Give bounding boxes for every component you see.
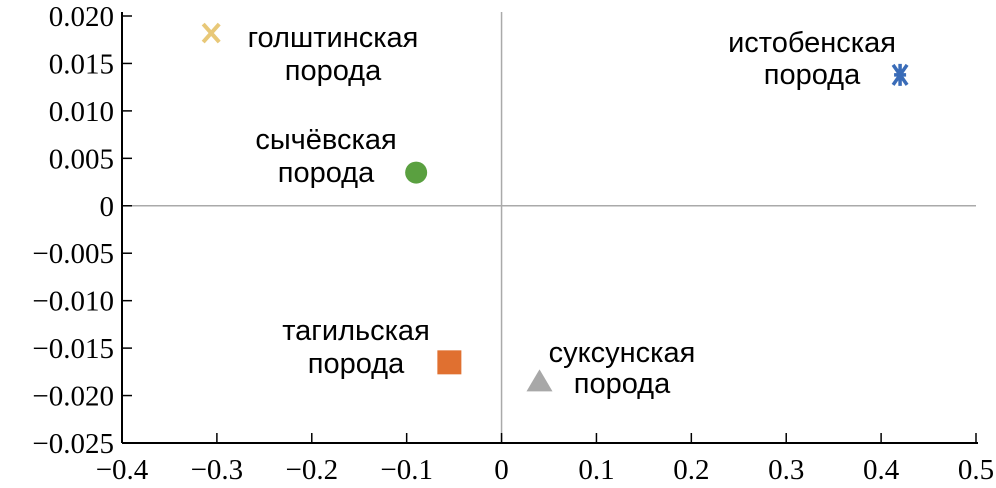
x-tick-label: 0.4 bbox=[863, 454, 900, 486]
y-tick-label: 0.015 bbox=[49, 48, 114, 80]
x-tick-label: −0.1 bbox=[380, 454, 433, 486]
data-point-label: голштинская bbox=[248, 22, 419, 54]
data-point bbox=[201, 22, 221, 44]
data-point bbox=[405, 161, 428, 184]
x-tick-label: −0.3 bbox=[191, 454, 244, 486]
data-point-label: истобенская bbox=[728, 27, 896, 59]
y-tick-label: −0.015 bbox=[32, 333, 114, 365]
data-points: голштинскаяпородаистобенскаяпородасычёвс… bbox=[201, 22, 909, 400]
data-point bbox=[891, 63, 909, 86]
x-tick-label: 0.3 bbox=[768, 454, 804, 486]
y-tick-label: 0 bbox=[100, 191, 115, 223]
data-point bbox=[437, 350, 462, 375]
y-tick-label: 0.020 bbox=[49, 1, 114, 33]
x-tick-label: 0.2 bbox=[673, 454, 709, 486]
ticks: 0.020 0.015 0.010 0.005 0 −0.005 −0.010 −0.015 −… bbox=[32, 1, 994, 486]
data-point-label: сычёвская bbox=[255, 124, 396, 156]
axes bbox=[121, 12, 978, 444]
y-tick-label: −0.025 bbox=[32, 428, 114, 460]
data-point-label: порода bbox=[764, 59, 861, 91]
x-tick-label: −0.2 bbox=[285, 454, 338, 486]
data-point-label: тагильская bbox=[282, 315, 430, 347]
x-tick-label: −0.4 bbox=[96, 454, 149, 486]
data-point-label: суксунская bbox=[549, 337, 696, 369]
y-tick-label: 0.005 bbox=[49, 143, 114, 175]
x-tick-label: 0.5 bbox=[958, 454, 994, 486]
x-tick-label: 0.1 bbox=[578, 454, 614, 486]
y-tick-label: −0.010 bbox=[32, 286, 114, 318]
y-tick-label: 0.010 bbox=[49, 96, 114, 128]
x-tick-label: 0 bbox=[494, 454, 509, 486]
data-point-label: порода bbox=[278, 157, 375, 189]
data-point-label: порода bbox=[285, 55, 382, 87]
data-point bbox=[526, 369, 553, 392]
data-point-label: порода bbox=[308, 348, 405, 380]
y-tick-label: −0.005 bbox=[32, 238, 114, 270]
data-point-label: порода bbox=[574, 368, 671, 400]
y-tick-label: −0.020 bbox=[32, 381, 114, 413]
